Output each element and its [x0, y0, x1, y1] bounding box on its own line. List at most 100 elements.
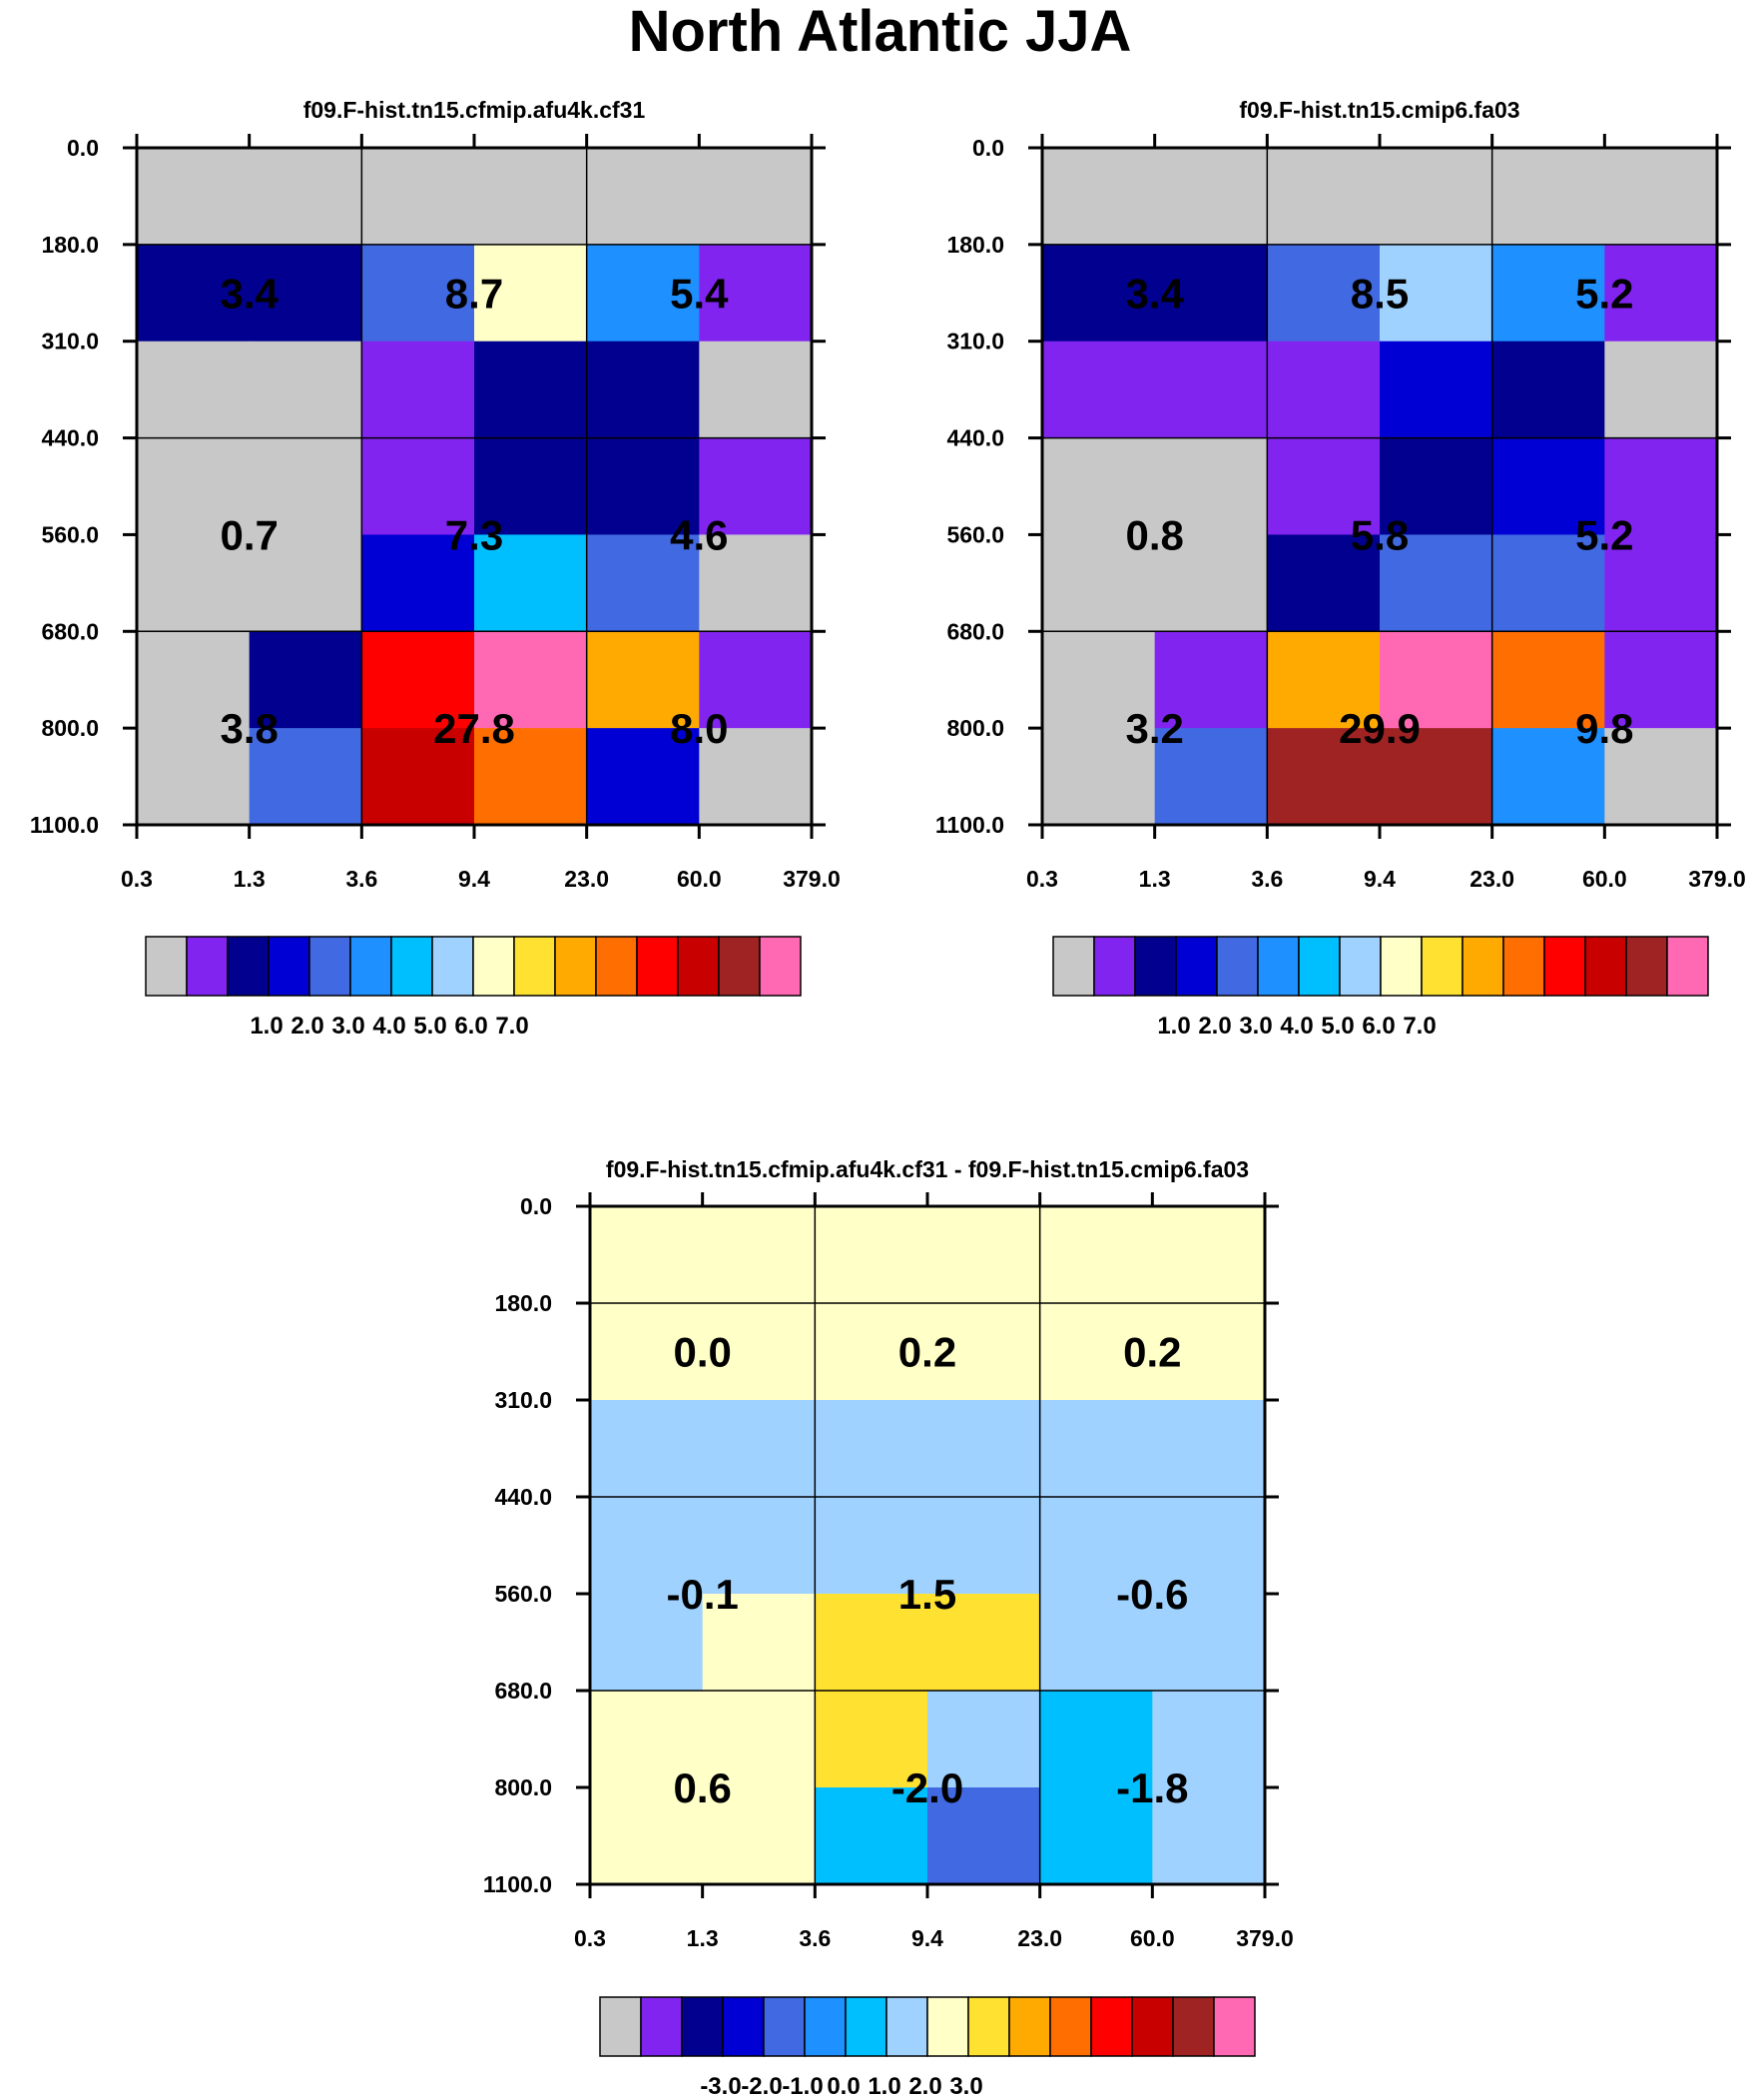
- panel-title: f09.F-hist.tn15.cfmip.afu4k.cf31: [303, 97, 646, 123]
- cell-value-label: 0.2: [1123, 1329, 1181, 1376]
- heatmap-cell: [361, 244, 475, 343]
- heatmap-cell: [1491, 534, 1605, 632]
- panel-2: f09.F-hist.tn15.cmip6.fa03 0.3 1.3 3.6 9.4 23…: [935, 97, 1746, 1040]
- heatmap-cell: [1380, 534, 1493, 632]
- colorbar-label: 2.0: [908, 2073, 941, 2100]
- heatmap-cell: [590, 1594, 704, 1692]
- colorbar-swatch: [845, 1996, 887, 2057]
- y-tick-label: 680.0: [946, 618, 1004, 644]
- heatmap-cell: [1154, 148, 1268, 246]
- cell-value-label: 3.2: [1125, 705, 1183, 752]
- colorbar-swatch: [186, 936, 229, 997]
- colorbar-label: 3.0: [949, 2073, 982, 2100]
- heatmap-cell: [1039, 1497, 1153, 1595]
- heatmap-cell: [137, 728, 251, 826]
- colorbar-label: 5.0: [1321, 1013, 1354, 1040]
- panel-title: f09.F-hist.tn15.cmip6.fa03: [1239, 97, 1519, 123]
- y-tick-label: 800.0: [494, 1774, 552, 1800]
- heatmap-cell: [699, 728, 813, 826]
- heatmap-cell: [586, 534, 700, 632]
- x-tick-label: 379.0: [1688, 866, 1746, 892]
- heatmap-cell: [927, 1206, 1041, 1304]
- x-tick-label: 23.0: [1017, 1925, 1062, 1951]
- heatmap-cell: [1042, 437, 1156, 536]
- heatmap-cell: [702, 1497, 816, 1595]
- heatmap-cell: [1039, 1303, 1153, 1401]
- heatmap-cell: [1152, 1691, 1266, 1788]
- colorbar-swatch: [1052, 936, 1095, 997]
- cell-value-label: 29.9: [1339, 705, 1421, 752]
- colorbar-swatch: [759, 936, 802, 997]
- heatmap-cell: [474, 534, 588, 632]
- cell-value-label: 4.6: [670, 511, 728, 558]
- colorbar-label: 4.0: [372, 1013, 405, 1040]
- heatmap-cell: [699, 631, 813, 729]
- heatmap-cell: [1380, 341, 1493, 439]
- heatmap-cell: [1042, 244, 1156, 343]
- colorbar-swatch: [1131, 1996, 1174, 2057]
- y-tick-label: 1100.0: [483, 1871, 552, 1897]
- heatmap-cell: [1042, 148, 1156, 246]
- x-tick-label: 3.6: [345, 866, 377, 892]
- colorbar-label: 2.0: [291, 1013, 323, 1040]
- colorbar: 1.0 2.0 3.0 4.0 5.0 6.0 7.0: [145, 936, 802, 1040]
- heatmap-cell: [1491, 244, 1605, 343]
- x-tick-label: 23.0: [564, 866, 609, 892]
- heatmap-cell: [137, 148, 251, 246]
- heatmap-cell: [1380, 631, 1493, 729]
- colorbar-swatch: [431, 936, 474, 997]
- heatmap-cell: [249, 341, 362, 439]
- colorbar-swatch: [1502, 936, 1545, 997]
- colorbar-label: 0.0: [827, 2073, 860, 2100]
- heatmap-cell: [1380, 437, 1493, 536]
- cell-value-label: 0.8: [1125, 511, 1183, 558]
- x-tick-label: 0.3: [1026, 866, 1058, 892]
- heatmap-cell: [1491, 631, 1605, 729]
- heatmap-cell: [1604, 148, 1718, 246]
- heatmap-cell: [1491, 437, 1605, 536]
- heatmap-cell: [1267, 341, 1381, 439]
- heatmap-cell: [702, 1400, 816, 1498]
- panel-3: f09.F-hist.tn15.cfmip.afu4k.cf31 - f09.F…: [483, 1156, 1294, 2100]
- x-tick-label: 60.0: [1582, 866, 1627, 892]
- heatmap-cell: [927, 1497, 1041, 1595]
- x-tick-label: 379.0: [1236, 1925, 1294, 1951]
- colorbar-swatch: [268, 936, 310, 997]
- y-tick-label: 440.0: [494, 1484, 552, 1510]
- cell-value-label: 3.8: [220, 705, 278, 752]
- heatmap-cell: [815, 1594, 928, 1692]
- cell-value-label: 5.8: [1351, 511, 1409, 558]
- cell-value-label: 0.0: [673, 1329, 731, 1376]
- y-tick-label: 0.0: [972, 135, 1004, 161]
- x-tick-label: 60.0: [1130, 1925, 1175, 1951]
- heatmap-cell: [699, 244, 813, 343]
- heatmap-cell: [474, 341, 588, 439]
- heatmap-cell: [249, 631, 362, 729]
- heatmap-cell: [590, 1303, 704, 1401]
- heatmap-cell: [699, 437, 813, 536]
- heatmap-cell: [586, 728, 700, 826]
- colorbar-swatch: [1298, 936, 1341, 997]
- heatmap-cell: [1039, 1206, 1153, 1304]
- colorbar-swatch: [513, 936, 556, 997]
- colorbar-swatch: [763, 1996, 806, 2057]
- heatmap-cell: [474, 631, 588, 729]
- heatmap-cell: [137, 244, 251, 343]
- heatmap-cell: [1042, 631, 1156, 729]
- colorbar-swatch: [967, 1996, 1010, 2057]
- x-tick-label: 9.4: [1364, 866, 1396, 892]
- y-tick-label: 800.0: [946, 715, 1004, 741]
- heatmap-cell: [815, 1787, 928, 1885]
- colorbar-label: 1.0: [1157, 1013, 1190, 1040]
- y-tick-label: 800.0: [41, 715, 99, 741]
- y-tick-label: 180.0: [946, 232, 1004, 258]
- cell-value-label: 8.5: [1351, 270, 1409, 317]
- heatmap-cell: [249, 437, 362, 536]
- cell-value-label: 5.4: [670, 270, 729, 317]
- heatmap-cell: [361, 148, 475, 246]
- y-tick-label: 1100.0: [30, 812, 99, 838]
- heatmap-cell: [590, 1400, 704, 1498]
- cell-value-label: 0.2: [898, 1329, 956, 1376]
- y-tick-label: 310.0: [494, 1387, 552, 1413]
- heatmap-cell: [474, 437, 588, 536]
